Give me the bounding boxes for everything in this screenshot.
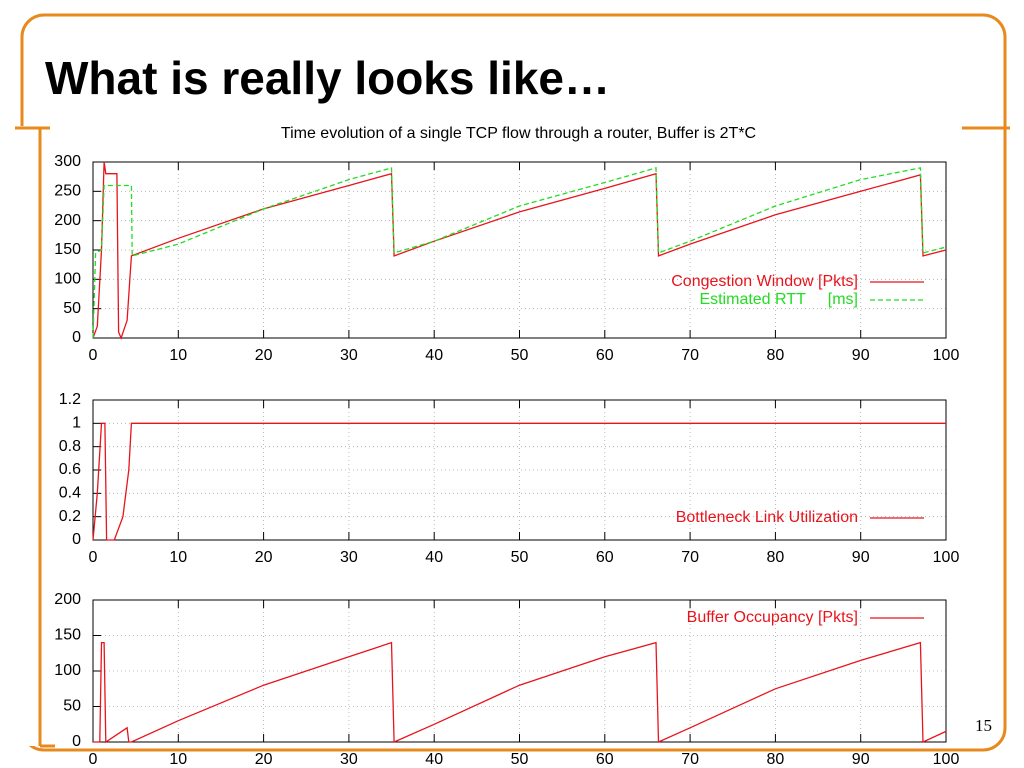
x-tick-label: 90 <box>852 549 870 566</box>
x-tick-label: 60 <box>596 751 614 768</box>
y-tick-label: 0 <box>72 733 81 750</box>
x-tick-label: 30 <box>340 751 358 768</box>
x-tick-label: 10 <box>169 549 187 566</box>
y-tick-label: 0.6 <box>59 461 81 478</box>
page-number: 15 <box>975 716 992 735</box>
x-tick-label: 0 <box>89 549 98 566</box>
plot-frame <box>92 399 947 541</box>
legend-label: Bottleneck Link Utilization <box>676 509 858 526</box>
x-tick-label: 0 <box>89 347 98 364</box>
series-line <box>92 167 947 339</box>
x-tick-label: 70 <box>681 751 699 768</box>
x-tick-label: 50 <box>511 549 529 566</box>
legend-label: Estimated RTT [ms] <box>699 291 858 308</box>
legend-label: Buffer Occupancy [Pkts] <box>687 609 858 626</box>
x-tick-label: 90 <box>852 751 870 768</box>
legend-label: Congestion Window [Pkts] <box>671 273 858 290</box>
x-tick-label: 80 <box>767 549 785 566</box>
y-tick-label: 300 <box>54 153 81 170</box>
y-tick-label: 50 <box>63 698 81 715</box>
slide-title: What is really looks like… <box>45 52 610 104</box>
x-tick-label: 20 <box>255 347 273 364</box>
x-tick-label: 10 <box>169 751 187 768</box>
y-tick-label: 0 <box>72 531 81 548</box>
y-tick-label: 250 <box>54 183 81 200</box>
series-line <box>92 422 946 541</box>
x-tick-label: 40 <box>425 347 443 364</box>
x-tick-label: 40 <box>425 549 443 566</box>
plot-frame <box>92 599 947 743</box>
y-tick-label: 0.2 <box>59 508 81 525</box>
x-tick-label: 100 <box>933 549 960 566</box>
x-tick-label: 0 <box>89 751 98 768</box>
series-line <box>93 641 947 744</box>
series-line <box>92 161 947 340</box>
x-tick-label: 80 <box>767 347 785 364</box>
x-tick-label: 60 <box>596 347 614 364</box>
y-tick-label: 150 <box>54 627 81 644</box>
x-tick-label: 40 <box>425 751 443 768</box>
y-tick-label: 150 <box>54 241 81 258</box>
chart-title: Time evolution of a single TCP flow thro… <box>281 125 756 142</box>
x-tick-label: 80 <box>767 751 785 768</box>
y-tick-label: 1.2 <box>59 391 81 408</box>
y-tick-label: 100 <box>54 271 81 288</box>
y-tick-label: 100 <box>54 662 81 679</box>
x-tick-label: 30 <box>340 549 358 566</box>
frame-gap <box>15 126 55 746</box>
x-tick-label: 30 <box>340 347 358 364</box>
x-tick-label: 100 <box>933 751 960 768</box>
x-tick-label: 20 <box>255 751 273 768</box>
y-tick-label: 50 <box>63 300 81 317</box>
y-tick-label: 1 <box>72 415 81 432</box>
x-tick-label: 20 <box>255 549 273 566</box>
x-tick-label: 70 <box>681 347 699 364</box>
x-tick-label: 50 <box>511 751 529 768</box>
y-tick-label: 200 <box>54 591 81 608</box>
y-tick-label: 0 <box>72 329 81 346</box>
x-tick-label: 70 <box>681 549 699 566</box>
y-tick-label: 0.8 <box>59 438 81 455</box>
x-tick-label: 10 <box>169 347 187 364</box>
x-tick-label: 50 <box>511 347 529 364</box>
y-tick-label: 0.4 <box>59 485 81 502</box>
x-tick-label: 100 <box>933 347 960 364</box>
x-tick-label: 90 <box>852 347 870 364</box>
y-tick-label: 200 <box>54 212 81 229</box>
x-tick-label: 60 <box>596 549 614 566</box>
